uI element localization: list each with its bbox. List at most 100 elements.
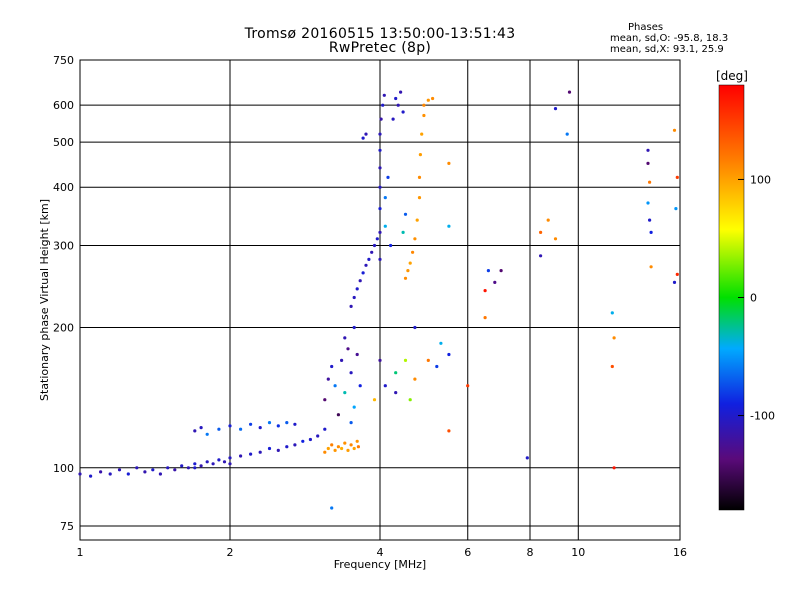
data-point — [493, 281, 496, 284]
x-tick-label: 10 — [571, 546, 585, 559]
data-point — [466, 384, 469, 387]
data-point — [539, 231, 542, 234]
data-point — [259, 426, 262, 429]
data-point — [526, 456, 529, 459]
data-point — [384, 196, 387, 199]
data-point — [356, 440, 359, 443]
data-point — [676, 273, 679, 276]
x-tick-label: 6 — [464, 546, 471, 559]
data-point — [223, 460, 226, 463]
x-tick-label: 2 — [227, 546, 234, 559]
data-point — [173, 468, 176, 471]
data-point — [554, 107, 557, 110]
data-point — [293, 443, 296, 446]
data-point — [673, 129, 676, 132]
data-point — [447, 225, 450, 228]
y-tick-label: 400 — [53, 181, 74, 194]
data-point — [187, 466, 190, 469]
data-point — [323, 428, 326, 431]
data-point — [249, 423, 252, 426]
data-point — [143, 470, 146, 473]
data-point — [357, 445, 360, 448]
data-point — [323, 398, 326, 401]
y-tick-label: 300 — [53, 239, 74, 252]
y-tick-label: 100 — [53, 462, 74, 475]
data-point — [340, 359, 343, 362]
data-point — [353, 406, 356, 409]
data-point — [439, 342, 442, 345]
data-point — [646, 201, 649, 204]
data-point — [648, 181, 651, 184]
data-point — [409, 262, 412, 265]
data-point — [611, 365, 614, 368]
data-point — [200, 464, 203, 467]
colorbar-tick-label: 0 — [750, 292, 757, 305]
data-point — [259, 451, 262, 454]
data-point — [337, 445, 340, 448]
data-point — [411, 251, 414, 254]
data-point — [193, 462, 196, 465]
data-point — [422, 104, 425, 107]
data-point — [193, 429, 196, 432]
data-point — [362, 137, 365, 140]
data-point — [394, 391, 397, 394]
data-point — [404, 277, 407, 280]
data-point — [109, 472, 112, 475]
data-point — [418, 196, 421, 199]
data-point — [285, 421, 288, 424]
data-point — [402, 231, 405, 234]
data-point — [277, 424, 280, 427]
data-point — [127, 472, 130, 475]
data-point — [327, 378, 330, 381]
data-point — [378, 258, 381, 261]
data-point — [378, 231, 381, 234]
data-point — [166, 466, 169, 469]
data-point — [268, 447, 271, 450]
y-tick-label: 500 — [53, 136, 74, 149]
data-point — [435, 365, 438, 368]
data-point — [427, 99, 430, 102]
data-point — [334, 449, 337, 452]
data-point — [343, 391, 346, 394]
data-point — [337, 413, 340, 416]
data-point — [206, 433, 209, 436]
data-point — [346, 449, 349, 452]
y-tick-label: 200 — [53, 322, 74, 335]
data-point — [200, 426, 203, 429]
data-point — [193, 466, 196, 469]
data-point — [646, 149, 649, 152]
data-point — [323, 451, 326, 454]
data-point — [350, 305, 353, 308]
data-point — [613, 336, 616, 339]
data-point — [356, 287, 359, 290]
data-point — [380, 118, 383, 121]
data-point — [568, 91, 571, 94]
data-point — [422, 114, 425, 117]
data-point — [327, 447, 330, 450]
data-point — [373, 398, 376, 401]
data-point — [346, 347, 349, 350]
data-point — [404, 359, 407, 362]
data-point — [402, 110, 405, 113]
data-point — [277, 449, 280, 452]
data-point — [413, 237, 416, 240]
data-point — [364, 264, 367, 267]
data-point — [350, 443, 353, 446]
data-point — [151, 468, 154, 471]
data-point — [613, 466, 616, 469]
data-point — [676, 176, 679, 179]
data-point — [383, 94, 386, 97]
data-point — [217, 458, 220, 461]
data-point — [420, 133, 423, 136]
data-point — [447, 353, 450, 356]
data-point — [650, 265, 653, 268]
data-point — [350, 371, 353, 374]
data-point — [484, 289, 487, 292]
data-point — [381, 104, 384, 107]
data-point — [389, 244, 392, 247]
data-point — [206, 460, 209, 463]
data-point — [180, 464, 183, 467]
data-point — [285, 445, 288, 448]
data-point — [404, 213, 407, 216]
